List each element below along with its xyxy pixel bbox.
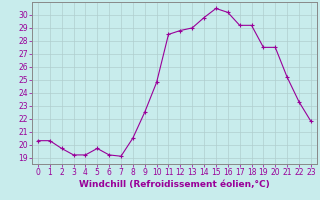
X-axis label: Windchill (Refroidissement éolien,°C): Windchill (Refroidissement éolien,°C) xyxy=(79,180,270,189)
